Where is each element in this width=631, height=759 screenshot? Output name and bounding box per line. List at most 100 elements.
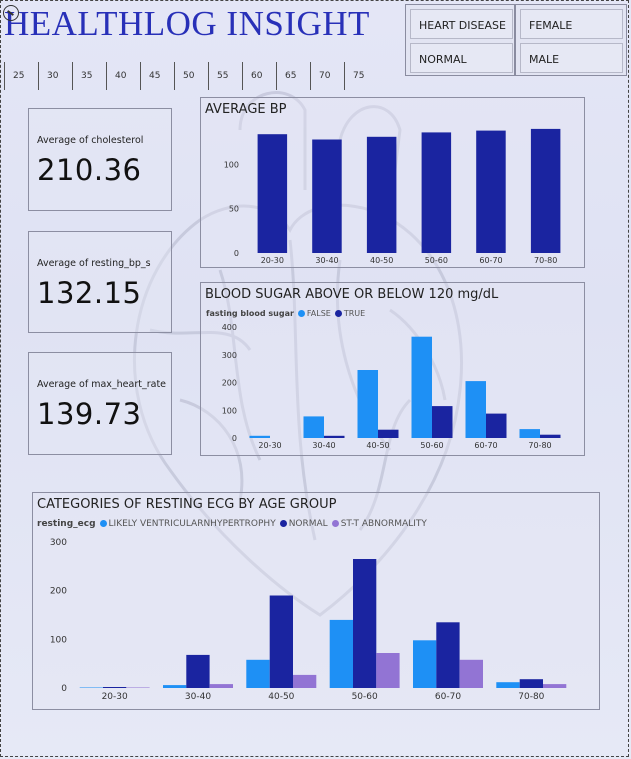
x-tick-label: 30-40 bbox=[312, 441, 335, 450]
bar bbox=[249, 435, 270, 438]
cholesterol-card: Average of cholesterol 210.36 bbox=[28, 108, 172, 211]
slicer-option-heart-disease[interactable]: HEART DISEASE bbox=[410, 9, 513, 39]
age-option[interactable]: 55 bbox=[208, 62, 242, 90]
bar bbox=[540, 434, 561, 438]
y-tick-label: 0 bbox=[232, 434, 237, 443]
card-label: Average of cholesterol bbox=[37, 135, 144, 146]
bar bbox=[519, 429, 540, 438]
x-tick-label: 20-30 bbox=[258, 441, 281, 450]
bar bbox=[209, 684, 233, 688]
y-tick-label: 200 bbox=[222, 379, 237, 388]
bar bbox=[459, 659, 483, 688]
bar bbox=[496, 682, 520, 688]
legend-label: ST-T ABNORMALITY bbox=[340, 519, 427, 529]
age-option[interactable]: 25 bbox=[4, 62, 38, 90]
bar bbox=[519, 679, 543, 688]
average-bp-plot: 0 50 100 20-30 30-40 40-50 50-60 60-70 70-80 bbox=[224, 128, 561, 265]
y-tick-label: 0 bbox=[234, 249, 239, 258]
age-option[interactable]: 65 bbox=[276, 62, 310, 90]
bar bbox=[486, 413, 507, 438]
legend-label: NORMAL bbox=[288, 519, 328, 529]
bar bbox=[186, 654, 210, 688]
y-tick-label: 100 bbox=[50, 635, 67, 645]
card-label: Average of max_heart_rate bbox=[37, 379, 167, 390]
age-option[interactable]: 60 bbox=[242, 62, 276, 90]
blood-sugar-plot: 0 100 200 300 400 20-30 30-40 40-50 50-60 60-70 70… bbox=[222, 323, 561, 450]
bar bbox=[163, 685, 187, 688]
bar bbox=[476, 130, 506, 253]
x-tick-label: 40-50 bbox=[366, 441, 389, 450]
age-option[interactable]: 40 bbox=[106, 62, 140, 90]
chart-title: CATEGORIES OF RESTING ECG BY AGE GROUP bbox=[37, 497, 337, 512]
x-tick-label: 50-60 bbox=[425, 256, 448, 265]
age-option[interactable]: 30 bbox=[38, 62, 72, 90]
bar bbox=[324, 435, 345, 438]
bar bbox=[432, 406, 453, 438]
x-tick-label: 40-50 bbox=[370, 256, 393, 265]
card-value: 210.36 bbox=[37, 153, 142, 187]
x-tick-label: 60-70 bbox=[474, 441, 497, 450]
bar bbox=[421, 132, 452, 253]
legend-dot-true bbox=[334, 310, 342, 317]
y-tick-label: 100 bbox=[222, 406, 237, 415]
bar bbox=[411, 336, 432, 438]
legend-dot-lvh bbox=[99, 520, 107, 527]
legend-dot-stt bbox=[331, 520, 339, 527]
y-tick-label: 400 bbox=[222, 323, 237, 332]
slicer-option-normal[interactable]: NORMAL bbox=[410, 43, 513, 73]
max-heart-rate-card: Average of max_heart_rate 139.73 bbox=[28, 352, 172, 455]
chart-title: BLOOD SUGAR ABOVE OR BELOW 120 mg/dL bbox=[205, 287, 499, 302]
bar bbox=[79, 687, 103, 688]
x-tick-label: 70-80 bbox=[534, 256, 557, 265]
age-option[interactable]: 50 bbox=[174, 62, 208, 90]
bar bbox=[303, 416, 324, 438]
bar bbox=[543, 684, 567, 688]
x-tick-label: 30-40 bbox=[315, 256, 338, 265]
legend-label: FALSE bbox=[306, 309, 331, 318]
bar bbox=[357, 370, 378, 438]
average-bp-chart: AVERAGE BP 0 50 100 20-30 30-40 40-50 50-60 60-… bbox=[200, 97, 585, 268]
legend-dot-false bbox=[297, 310, 305, 317]
age-option[interactable]: 70 bbox=[310, 62, 344, 90]
bar bbox=[353, 559, 377, 688]
x-tick-label: 20-30 bbox=[261, 256, 284, 265]
y-tick-label: 300 bbox=[50, 538, 67, 548]
bar bbox=[465, 381, 486, 438]
bar bbox=[366, 136, 397, 253]
age-option[interactable]: 35 bbox=[72, 62, 106, 90]
y-tick-label: 300 bbox=[222, 351, 237, 360]
bar bbox=[376, 653, 400, 688]
x-tick-label: 50-60 bbox=[352, 692, 378, 702]
x-tick-label: 40-50 bbox=[268, 692, 294, 702]
y-tick-label: 200 bbox=[50, 587, 67, 597]
bar bbox=[378, 429, 399, 438]
x-tick-label: 30-40 bbox=[185, 692, 211, 702]
x-tick-label: 70-80 bbox=[518, 692, 544, 702]
slicer-option-female[interactable]: FEMALE bbox=[520, 9, 623, 39]
heart-disease-slicer: HEART DISEASE NORMAL bbox=[405, 4, 515, 76]
resting-ecg-chart: CATEGORIES OF RESTING ECG BY AGE GROUP r… bbox=[32, 492, 600, 710]
legend-title: resting_ecg bbox=[37, 519, 96, 529]
bar bbox=[103, 687, 127, 688]
bar bbox=[293, 674, 317, 688]
bar bbox=[246, 659, 270, 688]
resting-ecg-plot: 0 100 200 300 20-30 30-40 40-50 50-60 60-70 70-80 bbox=[50, 538, 567, 702]
slicer-option-male[interactable]: MALE bbox=[520, 43, 623, 73]
legend-label: TRUE bbox=[343, 309, 366, 318]
y-tick-label: 0 bbox=[61, 684, 67, 694]
x-tick-label: 60-70 bbox=[479, 256, 502, 265]
page-title: HEALTHLOG INSIGHT bbox=[4, 4, 370, 43]
age-option[interactable]: 75 bbox=[344, 62, 378, 90]
bar bbox=[413, 640, 437, 688]
bar bbox=[269, 595, 293, 688]
chart-legend: fasting blood sugar FALSE TRUE bbox=[206, 309, 365, 318]
age-option[interactable]: 45 bbox=[140, 62, 174, 90]
legend-label: LIKELY VENTRICULARNHYPERTROPHY bbox=[108, 519, 276, 529]
bar bbox=[257, 134, 288, 253]
chart-legend: resting_ecg LIKELY VENTRICULARNHYPERTROPH… bbox=[37, 519, 427, 529]
x-tick-label: 50-60 bbox=[420, 441, 443, 450]
card-label: Average of resting_bp_s bbox=[37, 258, 151, 269]
back-icon[interactable] bbox=[3, 5, 19, 21]
card-value: 139.73 bbox=[37, 397, 142, 431]
y-tick-label: 50 bbox=[229, 205, 239, 214]
